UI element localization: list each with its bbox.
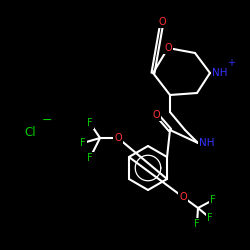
Text: +: + bbox=[227, 58, 235, 68]
Text: NH: NH bbox=[199, 138, 214, 148]
Text: F: F bbox=[207, 213, 213, 223]
Text: O: O bbox=[158, 17, 166, 27]
Text: F: F bbox=[194, 219, 200, 229]
Text: Cl: Cl bbox=[24, 126, 36, 138]
Text: −: − bbox=[42, 114, 52, 127]
Text: F: F bbox=[210, 195, 216, 205]
Text: O: O bbox=[179, 192, 187, 202]
Text: O: O bbox=[152, 110, 160, 120]
Text: F: F bbox=[87, 153, 93, 163]
Text: NH: NH bbox=[212, 68, 228, 78]
Text: O: O bbox=[164, 43, 172, 53]
Text: F: F bbox=[80, 138, 86, 148]
Text: F: F bbox=[87, 118, 93, 128]
Text: O: O bbox=[114, 133, 122, 143]
